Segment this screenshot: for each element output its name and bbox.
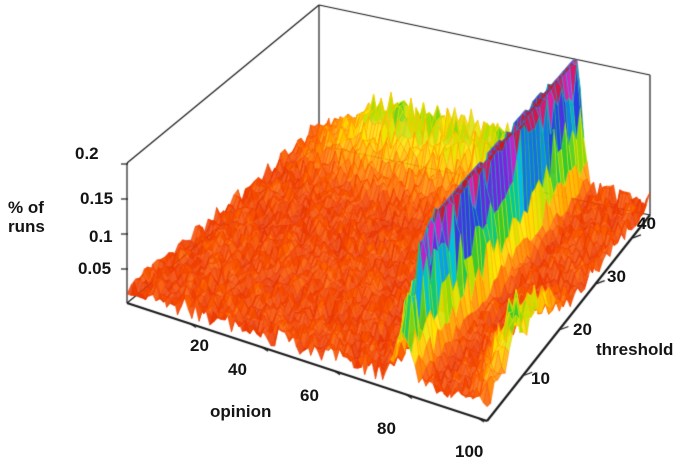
x-axis-tick-0: 20 bbox=[190, 336, 209, 355]
y-axis-tick-0: 0.2 bbox=[75, 144, 99, 163]
x-axis-tick-4: 100 bbox=[455, 442, 484, 461]
x-axis-tick-3: 80 bbox=[377, 419, 396, 438]
y-axis-label-line1: % of bbox=[8, 198, 44, 217]
y-axis-label-line2: runs bbox=[8, 217, 45, 237]
y-axis-tick-2: 0.1 bbox=[89, 227, 113, 246]
y-axis-tick-1: 0.15 bbox=[80, 189, 114, 208]
x-axis-tick-2: 60 bbox=[300, 386, 319, 405]
y-axis-label: % of runs bbox=[8, 198, 45, 236]
y-axis-tick-3: 0.05 bbox=[78, 259, 112, 278]
x-axis-tick-1: 40 bbox=[228, 360, 247, 379]
z-axis-tick-0: 10 bbox=[531, 369, 550, 388]
z-axis-tick-2: 30 bbox=[607, 267, 626, 286]
z-axis-tick-1: 20 bbox=[573, 320, 592, 339]
x-axis-label: opinion bbox=[210, 402, 272, 421]
z-axis-label: threshold bbox=[596, 340, 674, 359]
z-axis-tick-3: 40 bbox=[637, 214, 656, 233]
